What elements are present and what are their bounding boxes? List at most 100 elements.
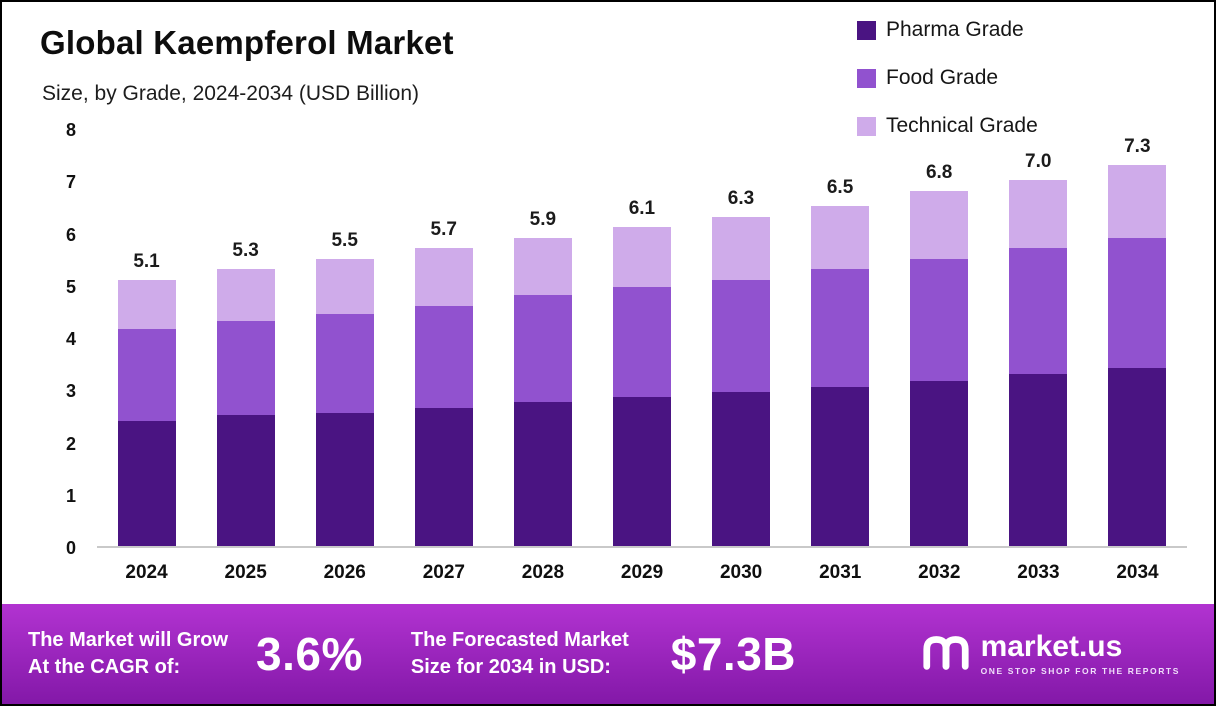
- y-axis-tick: 4: [65, 329, 76, 349]
- cagr-value: 3.6%: [256, 628, 363, 680]
- legend-item-pharma-grade: Pharma Grade: [857, 18, 1038, 42]
- y-axis-tick: 2: [65, 433, 76, 454]
- y-axis-tick: 6: [65, 224, 76, 245]
- bar-total-label: 6.5: [826, 177, 854, 199]
- x-axis-label: 2031: [819, 562, 862, 583]
- segment-technical-grade: [1009, 180, 1068, 249]
- x-axis: 2024 2025 2026 2027 2028 2029 2030 2031 2032 2033…: [97, 562, 1187, 584]
- forecast-value: $7.3B: [670, 628, 797, 680]
- bar-2027: 5.7: [414, 130, 473, 546]
- technical-grade-swatch: [857, 116, 876, 136]
- legend-label: Food Grade: [886, 66, 999, 89]
- y-axis: 0 1 2 3 4 5 6 7 8: [28, 2, 76, 608]
- bar-total-label: 5.3: [232, 240, 259, 262]
- segment-pharma-grade: [811, 386, 870, 546]
- bar-2033: 7.0: [1009, 130, 1068, 546]
- x-axis-label: 2033: [1017, 562, 1060, 583]
- segment-technical-grade: [811, 206, 870, 270]
- bar-total-label: 6.1: [628, 198, 656, 220]
- legend: Pharma Grade Food Grade Technical Grade: [857, 18, 1038, 138]
- x-axis-label: 2028: [521, 562, 565, 583]
- segment-food-grade: [513, 295, 572, 403]
- legend-label: Pharma Grade: [886, 18, 1024, 41]
- segment-technical-grade: [414, 248, 473, 306]
- legend-item-food-grade: Food Grade: [857, 66, 1038, 90]
- segment-food-grade: [315, 313, 374, 413]
- segment-food-grade: [1009, 248, 1068, 374]
- legend-item-technical-grade: Technical Grade: [857, 114, 1038, 138]
- x-axis-label: 2027: [422, 562, 465, 583]
- segment-pharma-grade: [1009, 373, 1068, 546]
- bar-total-label: 5.7: [430, 219, 457, 241]
- segment-food-grade: [811, 269, 870, 387]
- bar-2032: 6.8: [910, 130, 969, 546]
- bar-total-label: 6.8: [925, 161, 953, 183]
- segment-pharma-grade: [117, 420, 176, 546]
- y-axis-tick: 0: [65, 538, 76, 558]
- bar-2031: 6.5: [811, 130, 870, 546]
- segment-pharma-grade: [910, 381, 969, 546]
- bar-2024: 5.1: [117, 130, 176, 546]
- bar-2028: 5.9: [513, 130, 572, 546]
- forecast-label: The Forecasted Market Size for 2034 in U…: [410, 629, 629, 678]
- segment-technical-grade: [117, 279, 176, 330]
- x-axis-label: 2029: [620, 562, 664, 583]
- marketus-logo-text: market.us: [980, 630, 1123, 663]
- segment-food-grade: [910, 258, 969, 382]
- bar-2034: 7.3: [1108, 130, 1167, 546]
- segment-food-grade: [414, 305, 473, 408]
- segment-food-grade: [712, 279, 770, 392]
- bar-2026: 5.5: [315, 130, 374, 546]
- marketus-logo-icon: [921, 633, 971, 676]
- x-axis-label: 2032: [918, 562, 961, 583]
- segment-pharma-grade: [1108, 368, 1167, 546]
- chart-subtitle: Size, by Grade, 2024-2034 (USD Billion): [42, 82, 420, 105]
- bar-total-label: 5.1: [133, 250, 160, 272]
- segment-pharma-grade: [414, 407, 473, 546]
- segment-food-grade: [216, 321, 275, 416]
- bar-2030: 6.3: [712, 130, 770, 546]
- y-axis-tick: 7: [65, 172, 76, 193]
- segment-technical-grade: [910, 190, 969, 259]
- x-axis-label: 2030: [719, 562, 763, 583]
- bar-total-label: 7.3: [1124, 135, 1151, 157]
- x-axis-label: 2034: [1116, 562, 1159, 583]
- segment-technical-grade: [712, 216, 770, 280]
- segment-pharma-grade: [612, 397, 671, 546]
- segment-food-grade: [117, 329, 176, 421]
- segment-technical-grade: [612, 227, 671, 288]
- segment-technical-grade: [315, 258, 374, 314]
- chart-title: Global Kaempferol Market: [40, 24, 454, 61]
- x-axis-label: 2026: [323, 562, 366, 583]
- y-axis-tick: 3: [65, 381, 76, 402]
- segment-pharma-grade: [216, 415, 275, 546]
- marketus-logo: market.us ONE STOP SHOP FOR THE REPORTS: [921, 632, 1188, 676]
- y-axis-tick: 8: [65, 120, 76, 140]
- cagr-label: The Market will Grow At the CAGR of:: [28, 629, 229, 678]
- bar-2025: 5.3: [216, 130, 275, 546]
- segment-pharma-grade: [315, 412, 374, 546]
- bar-total-label: 7.0: [1025, 151, 1052, 173]
- segment-pharma-grade: [513, 402, 572, 546]
- segment-technical-grade: [1108, 164, 1167, 238]
- y-axis-tick: 1: [65, 485, 76, 506]
- segment-food-grade: [612, 287, 671, 398]
- x-axis-label: 2025: [224, 562, 267, 583]
- y-axis-tick: 5: [65, 276, 76, 297]
- footer-banner: The Market will Grow At the CAGR of: 3.6…: [2, 604, 1214, 704]
- legend-label: Technical Grade: [886, 114, 1038, 137]
- segment-pharma-grade: [712, 391, 770, 546]
- segment-technical-grade: [513, 237, 572, 296]
- marketus-logo-tagline: ONE STOP SHOP FOR THE REPORTS: [980, 666, 1180, 676]
- pharma-grade-swatch: [857, 20, 876, 40]
- x-axis-label: 2024: [125, 562, 168, 583]
- bar-total-label: 5.9: [529, 208, 557, 230]
- segment-food-grade: [1108, 237, 1167, 369]
- bar-total-label: 5.5: [331, 229, 358, 251]
- segment-technical-grade: [216, 269, 275, 322]
- bar-2029: 6.1: [612, 130, 671, 546]
- stacked-bar-plot: 5.1 5.3 5.5 5.7 5.9 6.1 6.3 6.5 6.8 7.0 7.3: [97, 130, 1187, 548]
- food-grade-swatch: [857, 68, 876, 88]
- bar-total-label: 6.3: [727, 187, 755, 209]
